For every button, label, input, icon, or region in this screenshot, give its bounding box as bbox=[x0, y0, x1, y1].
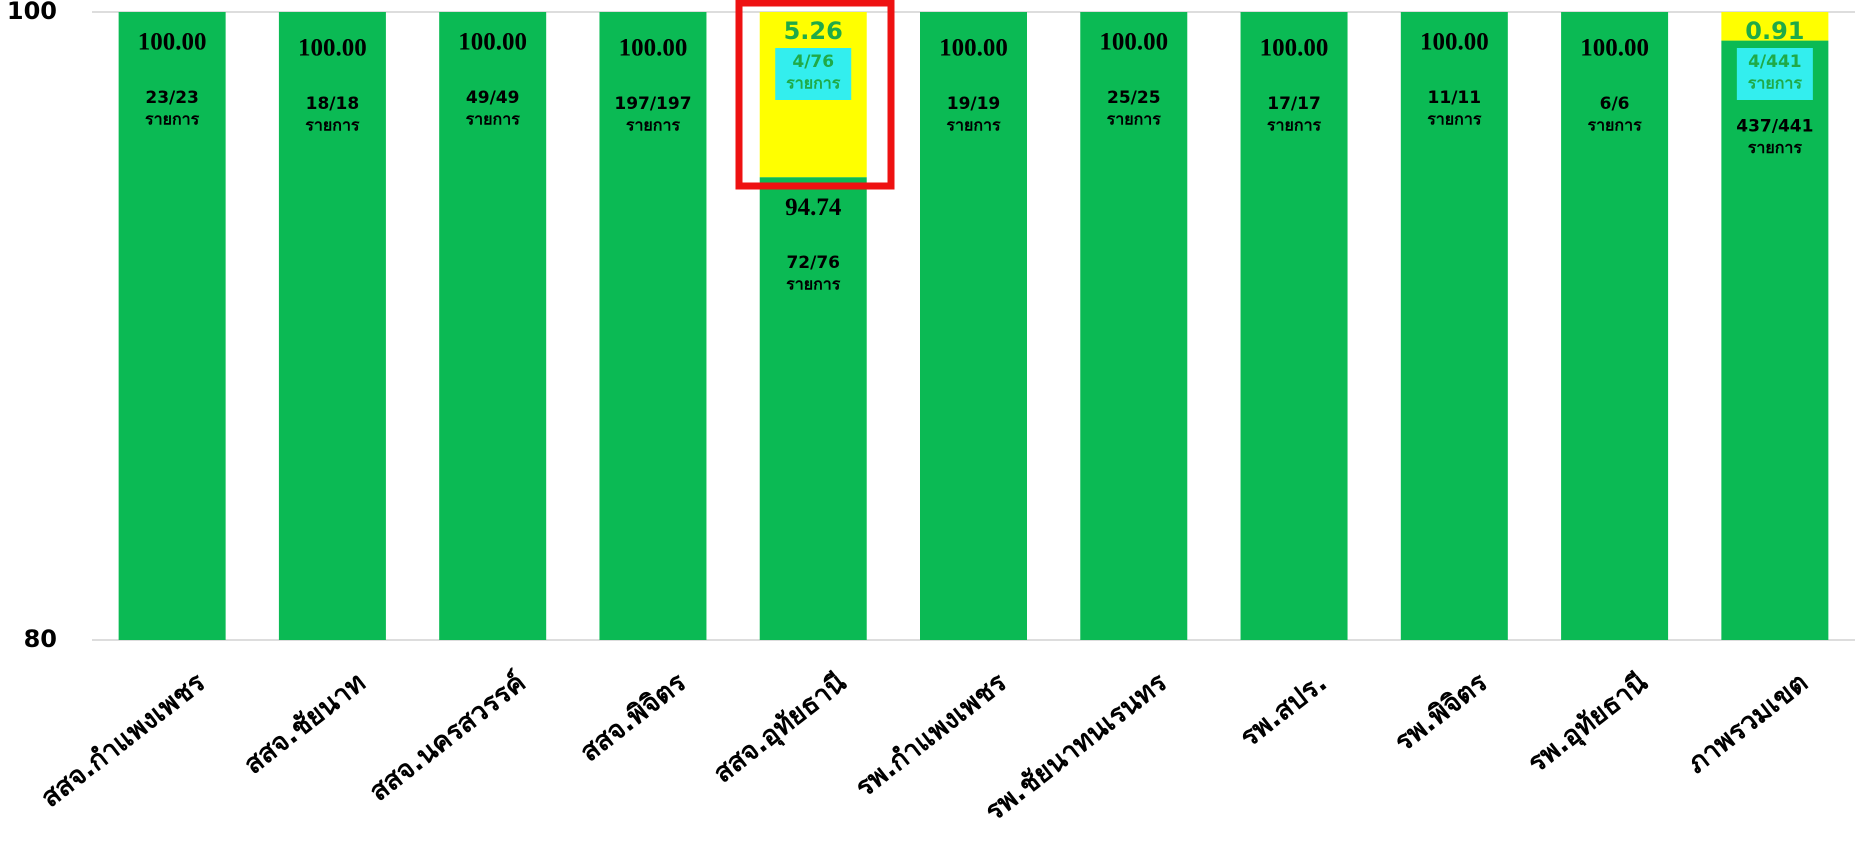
data-label: 94.74 bbox=[785, 194, 842, 221]
x-tick-label: รพ.กำแพงเพชร bbox=[850, 667, 1013, 804]
count-unit: รายการ bbox=[786, 275, 841, 294]
data-label: 100.00 bbox=[619, 35, 688, 62]
count-highlight bbox=[775, 48, 852, 100]
data-label: 100.00 bbox=[1099, 29, 1168, 56]
data-label: 5.26 bbox=[784, 17, 843, 45]
count-label: 49/49 bbox=[466, 88, 520, 108]
bar-segment bbox=[1080, 12, 1188, 640]
count-unit: รายการ bbox=[1427, 110, 1482, 129]
count-unit: รายการ bbox=[786, 74, 841, 93]
count-unit: รายการ bbox=[1748, 138, 1803, 157]
x-tick-label: รพ.สปร. bbox=[1234, 667, 1333, 754]
bar-segment bbox=[599, 12, 707, 640]
count-label: 17/17 bbox=[1267, 94, 1321, 114]
count-label: 11/11 bbox=[1428, 88, 1482, 108]
bar-segment bbox=[1721, 12, 1829, 41]
data-label: 100.00 bbox=[1420, 29, 1489, 56]
bar-segment bbox=[1721, 40, 1829, 641]
bar-segment bbox=[1240, 12, 1348, 640]
count-label: 197/197 bbox=[614, 94, 691, 114]
count-label: 6/6 bbox=[1600, 94, 1630, 114]
count-label: 72/76 bbox=[786, 253, 840, 273]
count-unit: รายการ bbox=[1587, 116, 1642, 135]
data-label: 100.00 bbox=[458, 29, 527, 56]
count-highlight bbox=[1736, 48, 1813, 100]
data-label: 100.00 bbox=[138, 29, 207, 56]
count-label: 25/25 bbox=[1107, 88, 1161, 108]
x-tick-label: สสจ.ชัยนาท bbox=[238, 667, 371, 780]
count-label: 437/441 bbox=[1736, 117, 1813, 137]
count-label: 4/76 bbox=[792, 52, 834, 72]
count-unit: รายการ bbox=[946, 116, 1001, 135]
count-unit: รายการ bbox=[1748, 74, 1803, 93]
count-label: 23/23 bbox=[145, 88, 199, 108]
count-label: 18/18 bbox=[306, 94, 360, 114]
bar-segment bbox=[1561, 12, 1669, 640]
count-unit: รายการ bbox=[305, 116, 360, 135]
y-tick-label: 100 bbox=[7, 0, 57, 25]
x-tick-label: สสจ.พิจิตร bbox=[575, 667, 693, 769]
x-tick-label: สสจ.กำแพงเพชร bbox=[35, 667, 211, 814]
bar-segment bbox=[759, 177, 867, 640]
y-tick-label: 80 bbox=[24, 625, 57, 653]
bar-segment bbox=[278, 12, 386, 640]
count-unit: รายการ bbox=[626, 116, 681, 135]
data-label: 100.00 bbox=[939, 35, 1008, 62]
bar-segment bbox=[439, 12, 547, 640]
x-tick-label: รพ.พิจิตร bbox=[1389, 667, 1494, 758]
x-tick-label: รพ.อุทัยธานี bbox=[1522, 667, 1654, 780]
bar-segment bbox=[920, 12, 1027, 640]
data-label: 0.91 bbox=[1745, 17, 1804, 45]
count-unit: รายการ bbox=[466, 110, 521, 129]
x-tick-label: ภาพรวมเขต bbox=[1682, 667, 1814, 780]
count-label: 19/19 bbox=[947, 94, 1001, 114]
data-label: 100.00 bbox=[1260, 35, 1329, 62]
count-label: 4/441 bbox=[1748, 52, 1802, 72]
x-tick-label: สสจ.นครสวรรค์ bbox=[363, 666, 531, 807]
data-label: 100.00 bbox=[298, 35, 367, 62]
data-label: 100.00 bbox=[1580, 35, 1649, 62]
bar-segment bbox=[1400, 12, 1508, 640]
x-tick-label: สสจ.อุทัยธานี bbox=[708, 667, 853, 790]
count-unit: รายการ bbox=[1267, 116, 1322, 135]
count-unit: รายการ bbox=[1107, 110, 1162, 129]
highlight-box bbox=[735, 0, 895, 190]
count-unit: รายการ bbox=[145, 110, 200, 129]
bar-segment bbox=[118, 12, 226, 640]
